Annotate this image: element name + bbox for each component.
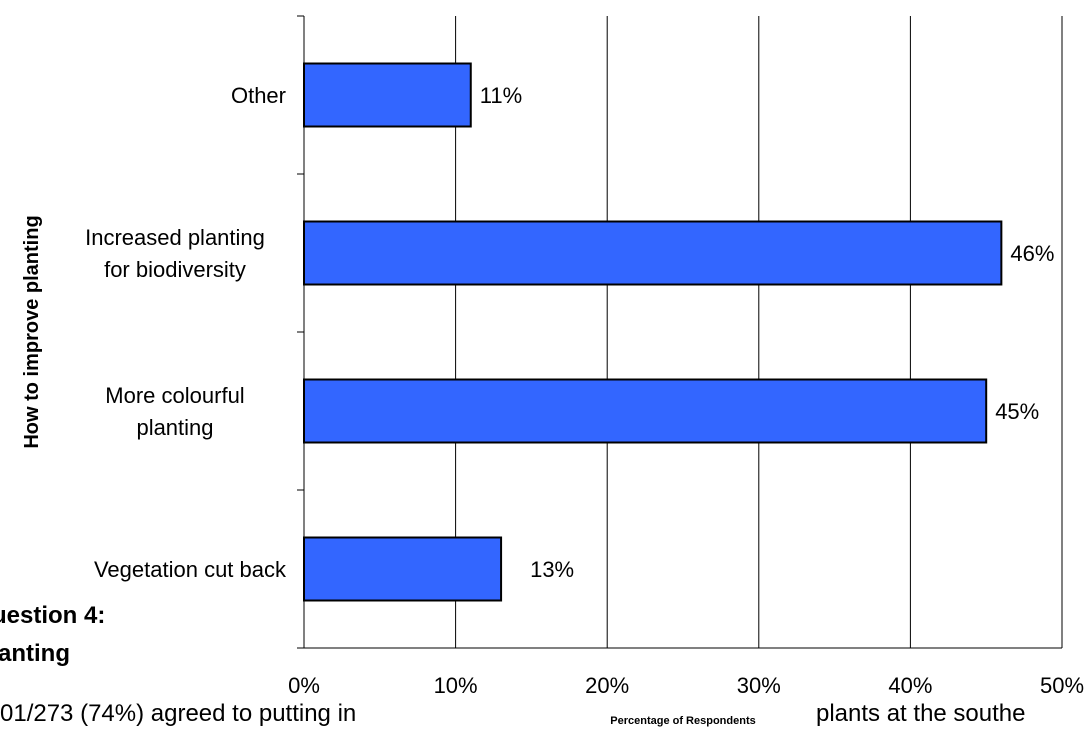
x-tick-labels: 0% 10% 20% 30% 40% 50% (288, 673, 1084, 698)
data-label: 46% (1010, 241, 1054, 266)
question-subheading: anting (0, 640, 70, 667)
category-label: Increased planting (85, 225, 265, 250)
category-labels: Other Increased planting for biodiversity M… (85, 83, 287, 582)
bar-vegetation-cut-back (303, 536, 503, 602)
x-axis-title: Percentage of Respondents (610, 715, 755, 727)
category-label: More colourful (105, 383, 244, 408)
data-label: 13% (530, 557, 574, 582)
bar-other (303, 62, 472, 128)
question-heading: uestion 4: (0, 602, 106, 629)
category-label: for biodiversity (104, 257, 246, 282)
x-tick-label: 30% (737, 673, 781, 698)
x-tick-label: 20% (585, 673, 629, 698)
bar-more-colourful-planting (303, 378, 988, 444)
body-text-right: plants at the southe (816, 700, 1026, 727)
category-label: Vegetation cut back (94, 557, 287, 582)
body-text-left: 01/273 (74%) agreed to putting in (0, 700, 357, 727)
gridlines (455, 16, 1063, 648)
y-axis-title: How to improve planting (21, 215, 43, 448)
bars (303, 62, 1003, 602)
category-label: Other (231, 83, 286, 108)
x-tick-label: 50% (1040, 673, 1084, 698)
x-tick-label: 10% (434, 673, 478, 698)
data-label: 45% (995, 399, 1039, 424)
data-labels: 11% 46% 45% 13% (480, 83, 1055, 582)
category-label: planting (136, 415, 213, 440)
x-tick-label: 40% (888, 673, 932, 698)
data-label: 11% (480, 83, 522, 108)
axes (297, 15, 1062, 649)
bar-increased-planting-for-biodiversity (303, 220, 1003, 286)
x-tick-label: 0% (288, 673, 320, 698)
